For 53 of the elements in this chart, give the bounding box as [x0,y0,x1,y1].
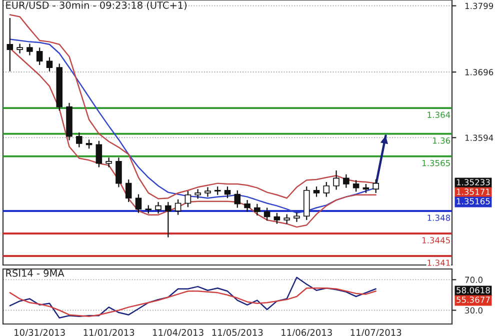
candlestick [125,178,132,203]
candlestick [76,132,82,148]
candlestick [244,199,250,212]
candlestick [264,207,270,222]
ref-line-label: 1.3445 [422,237,450,244]
candlestick [194,188,201,200]
candlestick [155,201,162,214]
candlestick [234,190,241,208]
ref-line-label: 1.3565 [422,160,450,166]
y-tick-label: 70.0 [465,276,482,283]
ref-line-label: 1.36 [433,137,450,144]
y-tick-label: 1.3799 [465,2,494,10]
line-series [9,276,376,319]
candlestick [26,43,33,56]
candlestick [165,201,172,238]
ref-line-label: 1.364 [428,112,450,118]
candlestick [313,186,320,198]
candlestick [204,186,211,198]
ref-line-label: 1.348 [428,214,450,221]
candlestick [135,194,142,214]
y-tick-label: 1.3594 [465,134,494,141]
text: 1.35165 [456,198,490,204]
candlestick [254,203,260,216]
chart-title: RSI14 - 9MA [6,269,64,277]
candlestick [224,186,231,199]
text: 58.0618 [456,287,490,294]
candlestick [6,17,14,72]
candlestick [46,56,53,72]
line-series [9,287,376,317]
candlestick [86,139,92,150]
candlestick [362,183,370,194]
candlestick [284,214,290,224]
ref-line-label: 1.341 [428,260,450,266]
candlestick [16,43,23,54]
candlestick [184,190,192,208]
candlestick [106,157,112,168]
candlestick [323,181,330,198]
candlestick [36,47,43,66]
y-tick-label: 1.3696 [465,69,494,76]
chart-title: EUR/USD - 30min - 09:23:18 (UTC+1) [6,1,186,10]
candlestick [333,170,340,190]
candlestick [96,140,102,168]
y-tick-label: 30.0 [465,307,482,314]
candlestick [174,198,182,216]
text: 55.3677 [456,296,490,303]
candlestick [294,212,300,222]
text: 1.35233 [456,179,490,186]
candlestick [343,174,350,188]
text: 1.35171 [456,188,490,195]
candlestick [372,178,379,194]
candlestick [352,180,360,192]
candlestick [116,157,122,188]
candlestick [274,212,280,224]
